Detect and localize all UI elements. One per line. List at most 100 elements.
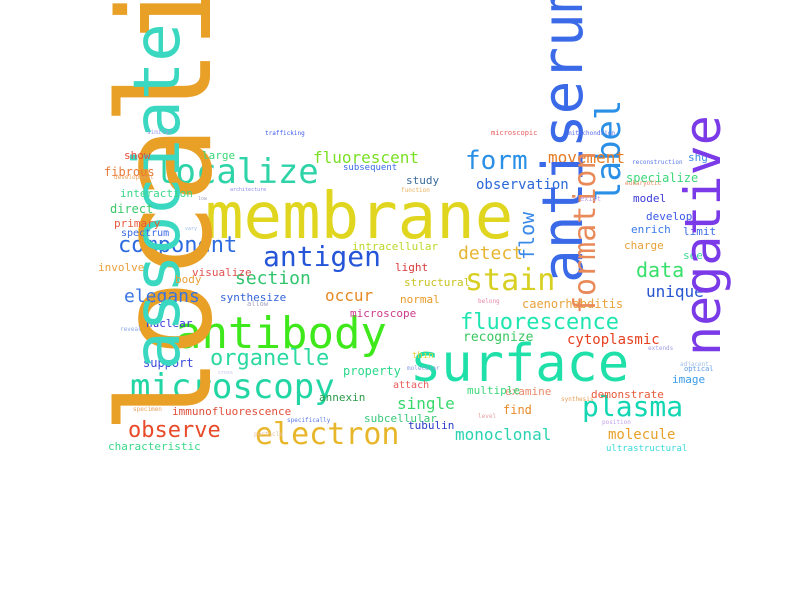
cloud-word: molecule xyxy=(608,427,676,443)
cloud-word: level xyxy=(478,413,497,420)
cloud-word: image xyxy=(672,373,706,386)
cloud-word: demonstrate xyxy=(591,388,664,401)
cloud-word: similar xyxy=(147,129,173,136)
cloud-word: spectrum xyxy=(121,228,170,239)
cloud-word: elegans xyxy=(124,286,200,307)
cloud-word: negative xyxy=(674,115,732,356)
cloud-word: formation xyxy=(568,151,603,314)
cloud-word: microscope xyxy=(350,307,417,320)
cloud-word: specimen xyxy=(133,406,162,413)
cloud-word: charge xyxy=(624,239,664,252)
cloud-word: fluorescent xyxy=(313,148,419,167)
cloud-word: immunofluorescence xyxy=(172,405,292,418)
cloud-word: trafficking xyxy=(265,130,305,137)
cloud-word: normal xyxy=(400,293,440,306)
cloud-word: cross xyxy=(218,370,234,376)
cloud-word: mitochondrion xyxy=(568,130,615,137)
cloud-word: property xyxy=(343,364,401,378)
cloud-word: light xyxy=(395,261,429,274)
cloud-word: data xyxy=(636,258,685,282)
cloud-word: shg xyxy=(688,151,708,164)
cloud-word: extends xyxy=(648,345,674,352)
cloud-word: nuclear xyxy=(146,317,193,330)
cloud-word: electron xyxy=(255,417,400,452)
cloud-word: surface xyxy=(410,334,630,394)
cloud-word: specifically xyxy=(287,417,331,424)
cloud-word: tubulin xyxy=(408,419,455,432)
cloud-word: enrich xyxy=(631,223,671,236)
cloud-word: fibrous xyxy=(104,165,155,179)
cloud-word: reveal xyxy=(120,326,142,333)
cloud-word: development xyxy=(114,174,154,181)
cloud-word: direct xyxy=(110,202,154,216)
cloud-word: develop xyxy=(646,210,693,223)
cloud-word: recognize xyxy=(463,330,534,345)
cloud-word: section xyxy=(235,268,311,289)
cloud-word: examine xyxy=(505,385,552,398)
cloud-word: large xyxy=(202,149,236,162)
cloud-word: body xyxy=(175,273,202,286)
cloud-word: specialize xyxy=(626,171,699,185)
cloud-word: detect xyxy=(458,243,524,264)
cloud-word: synthesis xyxy=(561,396,594,403)
cloud-word: unique xyxy=(646,282,704,301)
cloud-word: subsequent xyxy=(343,163,398,173)
cloud-word: synthesize xyxy=(220,291,287,304)
cloud-word: membrane xyxy=(205,180,514,254)
cloud-word: interaction xyxy=(120,187,193,200)
cloud-word: structural xyxy=(404,276,471,289)
cloud-word: form xyxy=(465,146,528,176)
cloud-word: optical xyxy=(684,365,714,373)
cloud-word: fluorescence xyxy=(460,310,619,335)
cloud-word: movement xyxy=(548,148,626,167)
cloud-word: occur xyxy=(325,286,374,305)
cloud-word: multiple xyxy=(467,384,520,397)
cloud-word: microscopic xyxy=(491,129,538,137)
cloud-word: characteristic xyxy=(108,440,201,453)
cloud-word: reconstruction xyxy=(632,159,683,166)
cloud-word: antigen xyxy=(263,240,382,273)
cloud-word: intracellular xyxy=(352,240,439,253)
cloud-word: limit xyxy=(683,225,717,238)
cloud-word: molecular xyxy=(407,365,440,372)
cloud-word: function xyxy=(401,187,430,194)
cloud-word: see xyxy=(683,249,703,262)
cloud-word: organelle xyxy=(210,346,330,371)
cloud-word: involve xyxy=(98,261,145,274)
cloud-word: thin xyxy=(412,351,434,361)
cloud-word: architecture xyxy=(230,187,267,193)
cloud-word: microscopy xyxy=(130,367,335,407)
cloud-word: component xyxy=(118,233,238,258)
cloud-word: find xyxy=(503,403,532,417)
cloud-word: observation xyxy=(476,177,569,193)
cloud-word: position xyxy=(602,419,631,426)
cloud-word: low xyxy=(198,196,208,202)
cloud-word: particle xyxy=(254,431,283,438)
cloud-word: antibody xyxy=(175,308,387,359)
cloud-word: stain xyxy=(465,263,556,298)
cloud-word: monoclonal xyxy=(455,425,552,444)
cloud-word: localize xyxy=(155,152,319,192)
cloud-word: ultrastructural xyxy=(606,444,688,454)
cloud-word: primary xyxy=(114,217,161,230)
cloud-word: adjacent xyxy=(680,361,709,368)
cloud-word: observe xyxy=(128,418,221,443)
cloud-word: model xyxy=(633,192,667,205)
cloud-word: annexin xyxy=(319,391,366,404)
cloud-word: study xyxy=(406,174,440,187)
cloud-word: single xyxy=(397,394,455,413)
cloud-word: visualize xyxy=(192,266,252,279)
cloud-word: attach xyxy=(393,380,430,391)
cloud-word: show xyxy=(124,149,151,162)
cloud-word: belong xyxy=(478,298,500,305)
cloud-word: subcellular xyxy=(364,412,437,425)
cloud-word: plasma xyxy=(582,390,684,423)
cloud-word: allow xyxy=(247,300,269,308)
cloud-word: exist xyxy=(580,195,602,203)
cloud-word: cytoplasmic xyxy=(567,332,660,348)
cloud-word: vary xyxy=(185,226,198,232)
cloud-word: eukaryotic xyxy=(625,180,662,187)
cloud-word: caenorhabditis xyxy=(522,297,624,311)
cloud-word: support xyxy=(143,356,194,370)
